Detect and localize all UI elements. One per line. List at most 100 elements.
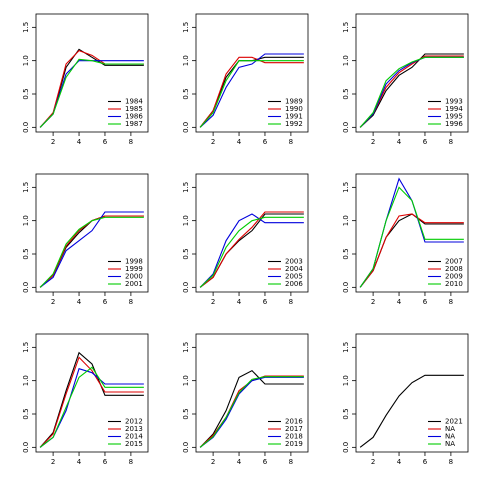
y-tick-label: 1.0 (22, 55, 30, 66)
y-tick-label: 1.0 (182, 55, 190, 66)
legend-label: 2008 (445, 265, 463, 273)
x-tick-label: 6 (263, 138, 268, 146)
x-tick-label: 4 (237, 298, 242, 306)
y-tick-label: 1.0 (22, 215, 30, 226)
x-tick-label: 6 (263, 458, 268, 466)
plot-frame (195, 13, 309, 133)
series-line (39, 216, 144, 288)
series-line (39, 211, 144, 288)
x-tick-label: 4 (77, 138, 82, 146)
legend-label: 1992 (285, 120, 303, 128)
legend-label: 1985 (125, 105, 143, 113)
y-tick-label: 0.0 (22, 442, 30, 453)
y-tick-label: 0.0 (182, 122, 190, 133)
legend-label: 2001 (125, 280, 143, 288)
y-tick-label: 0.0 (342, 442, 350, 453)
y-tick-label: 0.5 (342, 408, 350, 419)
series-line (199, 211, 304, 288)
plot-frame (195, 333, 309, 453)
legend-label: 2015 (125, 440, 143, 448)
legend-label: 1989 (285, 98, 303, 106)
legend-label: 2016 (285, 418, 303, 426)
y-tick-label: 1.5 (342, 182, 350, 193)
y-tick-label: 0.0 (342, 122, 350, 133)
legend-label: 2018 (285, 433, 303, 441)
x-tick-label: 4 (77, 458, 82, 466)
x-tick-label: 8 (289, 138, 293, 146)
series-line (199, 216, 304, 288)
series-line (199, 56, 304, 128)
x-tick-label: 4 (397, 458, 402, 466)
y-tick-label: 0.0 (22, 122, 30, 133)
x-tick-label: 2 (371, 298, 375, 306)
legend-label: 1986 (125, 113, 143, 121)
x-tick-label: 2 (211, 458, 215, 466)
series-line (199, 53, 304, 128)
plot-frame (35, 333, 149, 453)
x-tick-label: 8 (449, 298, 453, 306)
y-tick-label: 0.5 (182, 408, 190, 419)
plot-frame (195, 173, 309, 293)
x-tick-label: 8 (129, 298, 133, 306)
x-tick-label: 4 (237, 458, 242, 466)
legend-label: 1991 (285, 113, 303, 121)
y-tick-label: 0.0 (22, 282, 30, 293)
y-tick-label: 1.5 (22, 22, 30, 33)
x-tick-label: 8 (129, 458, 133, 466)
x-tick-label: 4 (397, 298, 402, 306)
legend-label: 1993 (445, 98, 463, 106)
x-tick-label: 6 (103, 458, 108, 466)
legend-label: 1999 (125, 265, 143, 273)
legend-label: 2000 (125, 273, 143, 281)
y-tick-label: 0.5 (182, 248, 190, 259)
x-tick-label: 4 (77, 298, 82, 306)
y-tick-label: 0.0 (342, 282, 350, 293)
plot-frame (35, 173, 149, 293)
legend-label: 1996 (445, 120, 463, 128)
x-tick-label: 2 (51, 138, 55, 146)
x-tick-label: 4 (237, 138, 242, 146)
series-line (39, 58, 144, 128)
series-line (199, 369, 304, 448)
x-tick-label: 6 (423, 458, 428, 466)
plot-frame (355, 13, 469, 133)
series-line (199, 376, 304, 448)
legend-label: 1987 (125, 120, 143, 128)
series-line (359, 213, 464, 288)
x-tick-label: 6 (423, 138, 428, 146)
legend-label: 1984 (125, 98, 143, 106)
legend-label: NA (445, 425, 455, 433)
y-tick-label: 1.0 (182, 215, 190, 226)
legend-label: 2004 (285, 265, 303, 273)
x-tick-label: 2 (211, 298, 215, 306)
legend-label: 2006 (285, 280, 303, 288)
legend-label: 2007 (445, 258, 463, 266)
y-tick-label: 1.5 (22, 182, 30, 193)
y-tick-label: 1.0 (342, 375, 350, 386)
x-tick-label: 2 (51, 458, 55, 466)
legend-label: 2010 (445, 280, 463, 288)
plot-frame (355, 173, 469, 293)
y-tick-label: 1.5 (342, 342, 350, 353)
series-line (39, 351, 144, 448)
x-tick-label: 2 (371, 458, 375, 466)
y-tick-label: 0.5 (342, 88, 350, 99)
series-line (359, 374, 464, 448)
x-tick-label: 2 (371, 138, 375, 146)
y-tick-label: 1.5 (182, 342, 190, 353)
legend-label: 1990 (285, 105, 303, 113)
legend-label: 2014 (125, 433, 143, 441)
series-line (39, 356, 144, 448)
x-tick-label: 6 (103, 298, 108, 306)
series-line (199, 376, 304, 448)
y-tick-label: 0.5 (182, 88, 190, 99)
y-tick-label: 1.5 (22, 342, 30, 353)
